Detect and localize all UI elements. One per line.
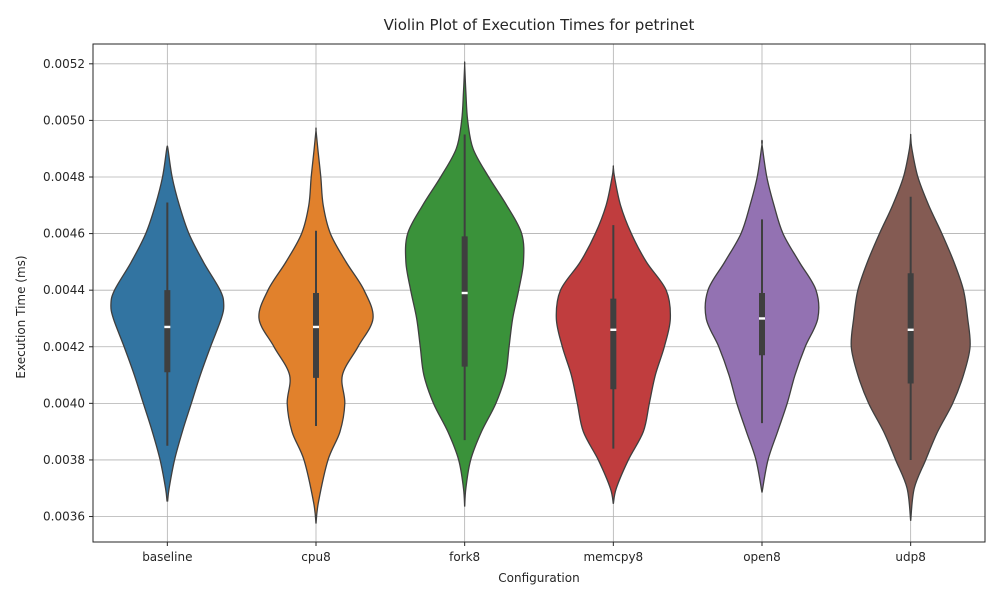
violin-median-marker [759,317,765,320]
violin-median-marker [907,328,914,331]
violin-group-memcpy8 [555,165,672,504]
x-tick-label-udp8: udp8 [895,550,925,564]
violin-group-udp8 [850,133,971,521]
violin-median-marker [610,328,617,331]
violin-group-fork8 [404,61,525,507]
y-tick-label: 0.0044 [43,283,85,297]
y-axis-title: Execution Time (ms) [14,255,28,378]
x-tick-label-cpu8: cpu8 [301,550,330,564]
violin-median-marker [164,325,171,329]
violin-group-open8 [704,139,820,493]
chart-title: Violin Plot of Execution Times for petri… [384,16,695,34]
y-tick-label: 0.0040 [43,396,85,410]
x-tick-label-baseline: baseline [142,550,192,564]
y-tick-label: 0.0036 [43,510,85,524]
x-tick-label-fork8: fork8 [449,550,480,564]
violin-layer [110,61,971,524]
axis-layer: 0.0036 0.0038 0.0040 0.0042 0.0044 0.0046 0.00… [43,43,986,564]
plot-frame [92,43,986,543]
violin-median-marker [313,325,319,329]
y-tick-label: 0.0042 [43,340,85,354]
x-tick-label-open8: open8 [743,550,781,564]
y-tick-label: 0.0052 [43,57,85,71]
y-tick-label: 0.0050 [43,113,85,127]
x-tick-label-memcpy8: memcpy8 [583,550,643,564]
violin-group-baseline [110,145,225,502]
y-tick-label: 0.0038 [43,453,85,467]
violin-median-marker [461,291,468,295]
violin-group-cpu8 [258,127,374,524]
y-tick-label: 0.0048 [43,170,85,184]
grid-layer [93,44,985,542]
x-axis-title: Configuration [498,571,579,585]
y-tick-label: 0.0046 [43,227,85,241]
